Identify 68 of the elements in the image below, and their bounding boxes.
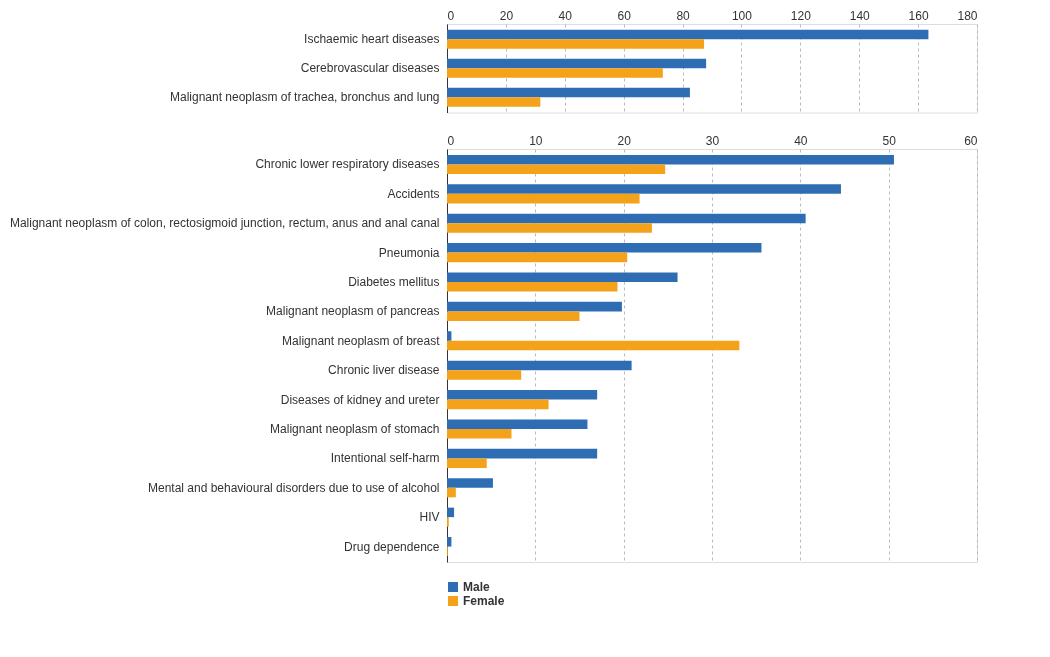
bar [447, 184, 841, 194]
x-tick-label: 180 [957, 8, 978, 23]
x-tick-label: 80 [676, 8, 691, 23]
x-tick-label: 60 [964, 133, 978, 148]
bar [447, 97, 541, 107]
bar [447, 282, 618, 292]
bar [447, 164, 666, 174]
bar [447, 154, 894, 165]
y-tick-label: Chronic liver disease [328, 363, 440, 378]
x-tick-label: 20 [617, 133, 632, 148]
bar [447, 29, 929, 40]
bar [447, 272, 678, 283]
bar [447, 311, 580, 321]
x-tick-label: 20 [499, 8, 514, 23]
y-tick-label: Chronic lower respiratory diseases [255, 157, 440, 172]
y-tick-label: Diabetes mellitus [348, 275, 440, 290]
legend-label: Male [463, 580, 490, 594]
bar [447, 58, 707, 69]
bar [447, 223, 652, 233]
x-tick-label: 100 [731, 8, 753, 23]
bar [447, 331, 452, 341]
y-tick-label: Malignant neoplasm of colon, rectosigmoid junction, rectum, anus and anal canal [9, 216, 440, 231]
bar [447, 39, 705, 49]
bar [447, 340, 740, 351]
y-tick-label: Mental and behavioural disorders due to use of alcohol [147, 480, 440, 495]
y-tick-label: Malignant neoplasm of stomach [270, 421, 440, 436]
bar [447, 507, 455, 518]
x-tick-label: 0 [447, 8, 455, 23]
y-tick-label: Drug dependence [344, 539, 440, 554]
bar [447, 370, 522, 380]
bar [447, 68, 663, 78]
y-tick-label: Ischaemic heart diseases [304, 32, 440, 47]
y-tick-label: Cerebrovascular diseases [300, 61, 440, 76]
bar [447, 213, 806, 224]
bar [447, 252, 628, 263]
bar [447, 301, 622, 312]
y-tick-label: Malignant neoplasm of breast [282, 333, 441, 348]
bar [447, 428, 512, 439]
bar [447, 537, 452, 547]
y-tick-label: Diseases of kidney and ureter [280, 392, 440, 407]
bar [447, 243, 762, 253]
bar [447, 360, 632, 371]
x-tick-label: 40 [794, 133, 808, 148]
x-tick-label: 60 [617, 8, 632, 23]
y-tick-label: Malignant neoplasm of pancreas [266, 304, 440, 319]
x-tick-label: 160 [908, 8, 929, 23]
y-tick-label: Accidents [387, 186, 440, 201]
bar [447, 193, 640, 204]
y-tick-label: Intentional self-harm [330, 451, 440, 466]
bar [447, 399, 549, 410]
bar [447, 87, 690, 98]
x-tick-label: 0 [447, 133, 455, 148]
bar [447, 448, 598, 459]
y-tick-label: HIV [419, 510, 440, 525]
bar [447, 478, 493, 488]
x-tick-label: 120 [790, 8, 812, 23]
x-tick-label: 10 [529, 133, 543, 148]
bar [447, 419, 588, 429]
bar [447, 487, 456, 498]
x-tick-label: 40 [558, 8, 573, 23]
y-tick-label: Pneumonia [378, 245, 440, 260]
bar [447, 390, 598, 400]
x-tick-label: 140 [849, 8, 871, 23]
bar [447, 458, 487, 468]
y-tick-label: Malignant neoplasm of trachea, bronchus and lung [169, 90, 440, 105]
x-tick-label: 30 [705, 133, 720, 148]
x-tick-label: 50 [882, 133, 897, 148]
legend-label: Female [463, 594, 505, 608]
